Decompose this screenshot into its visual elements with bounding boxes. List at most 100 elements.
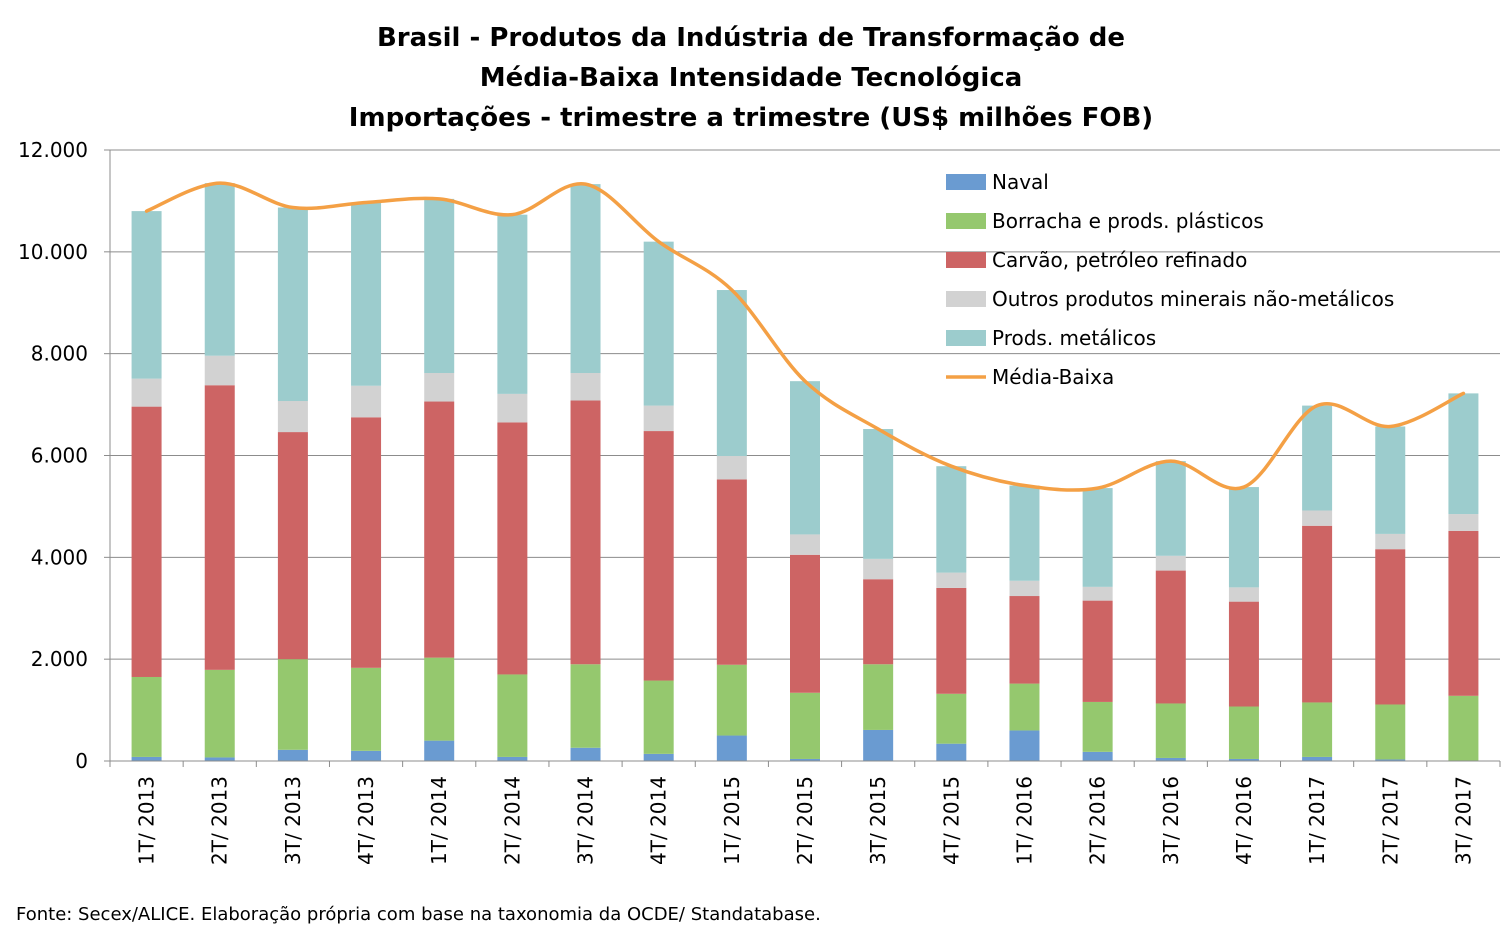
bar-segment-3 bbox=[424, 401, 455, 658]
bar-segment-5 bbox=[1082, 488, 1113, 587]
bar-segment-4 bbox=[643, 405, 674, 432]
bar-segment-5 bbox=[1228, 487, 1259, 588]
bar-segment-5 bbox=[716, 290, 747, 457]
y-tick-label: 4.000 bbox=[31, 545, 88, 569]
legend-swatch bbox=[946, 213, 986, 229]
bar-segment-2 bbox=[497, 674, 528, 757]
bar-segment-3 bbox=[936, 587, 967, 694]
y-tick-label: 8.000 bbox=[31, 342, 88, 366]
bar-segment-1 bbox=[570, 747, 601, 761]
bar-segment-2 bbox=[1375, 704, 1406, 760]
x-tick-label: 2T/ 2013 bbox=[208, 776, 232, 865]
chart-title-line-3: Importações - trimestre a trimestre (US$… bbox=[349, 103, 1153, 133]
bar-segment-5 bbox=[497, 214, 528, 394]
chart-title: Brasil - Produtos da Indústria de Transf… bbox=[349, 23, 1153, 133]
bar-segment-5 bbox=[863, 429, 894, 559]
bar-segment-4 bbox=[716, 456, 747, 480]
bar-segment-4 bbox=[790, 534, 820, 555]
bar-segment-1 bbox=[790, 758, 820, 761]
bar-segment-2 bbox=[1448, 695, 1479, 761]
bar-segment-2 bbox=[204, 669, 235, 758]
bar-segment-3 bbox=[570, 400, 601, 665]
bar-segment-5 bbox=[424, 198, 455, 374]
legend-label: Média-Baixa bbox=[992, 365, 1114, 389]
bar-segment-2 bbox=[936, 693, 967, 744]
bar-segment-3 bbox=[351, 417, 382, 668]
bar-segment-1 bbox=[863, 729, 894, 761]
bar-segment-3 bbox=[1448, 530, 1479, 696]
bar-segment-5 bbox=[204, 183, 235, 356]
bar-segment-3 bbox=[1082, 600, 1113, 702]
bar-segment-2 bbox=[424, 657, 455, 741]
bar-segment-2 bbox=[131, 676, 162, 757]
bar-segment-4 bbox=[1375, 533, 1406, 550]
chart-title-line-1: Brasil - Produtos da Indústria de Transf… bbox=[377, 23, 1125, 53]
bar-segment-5 bbox=[277, 207, 308, 402]
legend-swatch bbox=[946, 291, 986, 307]
y-tick-label: 2.000 bbox=[31, 647, 88, 671]
bar-segment-1 bbox=[716, 735, 747, 761]
bar-segment-3 bbox=[1228, 601, 1259, 707]
bar-segment-3 bbox=[716, 479, 747, 665]
bar-segment-1 bbox=[351, 750, 382, 761]
legend-swatch bbox=[946, 252, 986, 268]
bar-segment-2 bbox=[1228, 706, 1259, 759]
bar-segment-2 bbox=[351, 667, 382, 751]
x-tick-label: 3T/ 2017 bbox=[1451, 776, 1475, 865]
bar-segment-3 bbox=[497, 422, 528, 675]
bar-segment-3 bbox=[1302, 525, 1333, 703]
x-tick-label: 1T/ 2013 bbox=[135, 776, 159, 865]
bar-segment-3 bbox=[1009, 596, 1040, 684]
x-tick-label: 2T/ 2016 bbox=[1086, 776, 1110, 865]
bar-segment-3 bbox=[131, 406, 162, 677]
bar-segment-3 bbox=[643, 431, 674, 681]
bar-segment-4 bbox=[1082, 586, 1113, 601]
x-tick-label: 1T/ 2014 bbox=[427, 776, 451, 865]
bar-segment-4 bbox=[351, 385, 382, 418]
bar-segment-1 bbox=[1155, 757, 1186, 761]
bar-segment-2 bbox=[1155, 703, 1186, 758]
y-tick-label: 10.000 bbox=[18, 240, 88, 264]
bar-segment-2 bbox=[1082, 701, 1113, 752]
bar-segment-4 bbox=[1448, 514, 1479, 531]
bar-segment-2 bbox=[790, 692, 820, 759]
bar-segment-5 bbox=[570, 184, 601, 374]
legend-swatch bbox=[946, 330, 986, 346]
bar-segment-2 bbox=[863, 664, 894, 730]
x-tick-label: 4T/ 2013 bbox=[354, 776, 378, 865]
bar-segment-3 bbox=[277, 432, 308, 660]
bar-segment-3 bbox=[204, 385, 235, 670]
line-series bbox=[144, 181, 1466, 492]
bar-segment-5 bbox=[790, 381, 820, 535]
bar-segment-2 bbox=[643, 680, 674, 754]
bar-segment-5 bbox=[131, 211, 162, 379]
x-tick-label: 4T/ 2014 bbox=[647, 776, 671, 865]
bar-segment-5 bbox=[1155, 461, 1186, 556]
x-tick-label: 3T/ 2014 bbox=[574, 776, 598, 865]
bar-segment-3 bbox=[863, 579, 894, 665]
bar-segment-4 bbox=[570, 373, 601, 401]
legend-label: Outros produtos minerais não-metálicos bbox=[992, 287, 1394, 311]
bar-segment-5 bbox=[351, 202, 382, 386]
bar-segment-1 bbox=[1302, 756, 1333, 761]
bar-segment-4 bbox=[204, 355, 235, 386]
bar-segment-4 bbox=[1009, 580, 1040, 597]
bar-segment-4 bbox=[1228, 587, 1259, 602]
x-tick-label: 4T/ 2016 bbox=[1232, 776, 1256, 865]
legend-label: Carvão, petróleo refinado bbox=[992, 248, 1247, 272]
bar-segment-5 bbox=[1302, 405, 1333, 511]
bar-segment-4 bbox=[1302, 510, 1333, 526]
legend-label: Naval bbox=[992, 170, 1049, 194]
legend: Naval Borracha e prods. plásticos Carvão, … bbox=[946, 170, 1394, 389]
y-tick-label: 0 bbox=[75, 749, 88, 773]
bar-segment-4 bbox=[497, 393, 528, 423]
bar-segment-2 bbox=[716, 664, 747, 736]
bar-segment-1 bbox=[1375, 759, 1406, 761]
bar-segment-5 bbox=[643, 241, 674, 406]
bar-segment-4 bbox=[1155, 555, 1186, 571]
bar-segment-1 bbox=[204, 757, 235, 761]
x-tick-label: 2T/ 2014 bbox=[500, 776, 524, 865]
x-tick-label: 1T/ 2017 bbox=[1305, 776, 1329, 865]
bar-segment-1 bbox=[131, 756, 162, 761]
